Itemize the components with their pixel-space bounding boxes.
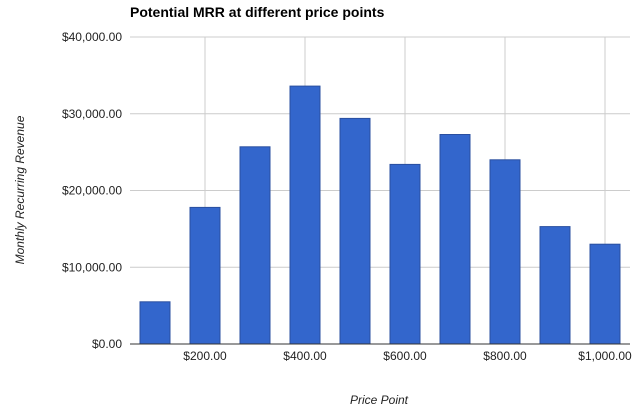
x-tick-label: $600.00 (383, 349, 427, 363)
y-tick-label: $20,000.00 (62, 184, 122, 198)
bar (489, 159, 521, 345)
y-axis-title: Monthly Recurring Revenue (13, 115, 27, 264)
bars (130, 85, 630, 345)
x-tick-label: $800.00 (483, 349, 527, 363)
x-axis-title: Price Point (350, 393, 409, 407)
bar (439, 134, 471, 345)
y-tick-label: $0.00 (92, 337, 122, 351)
bar (189, 206, 221, 345)
y-tick-label: $30,000.00 (62, 107, 122, 121)
x-axis-ticks: $200.00 $400.00 $600.00 $800.00 $1,000.00 (183, 349, 632, 363)
bar (589, 243, 621, 345)
y-axis-ticks: $0.00 $10,000.00 $20,000.00 $30,000.00 $40,0… (62, 30, 122, 351)
bar (139, 301, 171, 345)
bar (289, 85, 321, 345)
bar (339, 117, 371, 345)
y-tick-label: $40,000.00 (62, 30, 122, 44)
x-tick-label: $400.00 (283, 349, 327, 363)
x-tick-label: $1,000.00 (578, 349, 632, 363)
y-tick-label: $10,000.00 (62, 260, 122, 274)
x-tick-label: $200.00 (183, 349, 227, 363)
bar (239, 146, 271, 345)
bar (389, 163, 421, 345)
chart-title: Potential MRR at different price points (130, 4, 385, 20)
bar (539, 226, 571, 345)
